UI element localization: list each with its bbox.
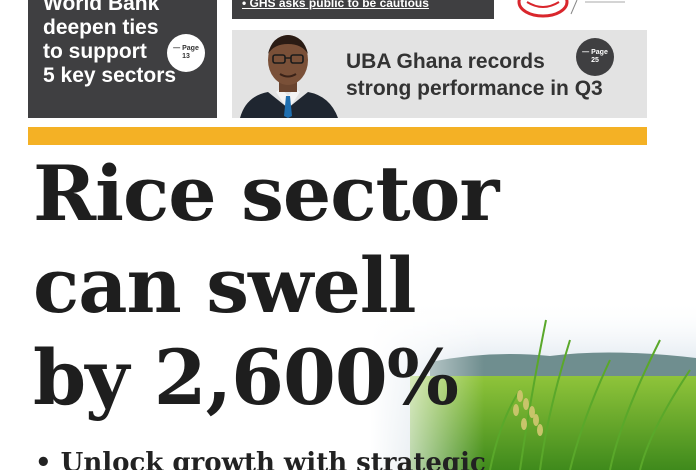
world-bank-teaser[interactable]: World Bank deepen ties to support 5 key … <box>28 0 217 118</box>
world-bank-teaser-text: World Bank deepen ties to support 5 key … <box>43 0 176 88</box>
uba-teaser[interactable]: UBA Ghana records strong performance in … <box>232 30 647 118</box>
page-ref-badge[interactable]: — Page 13 <box>167 34 205 72</box>
headline-line: by 2,600% <box>33 333 459 422</box>
page-ref-label: — Page <box>173 45 199 52</box>
headline-bullet-point: • Unlock growth with strategic <box>35 448 486 470</box>
executive-portrait <box>232 30 344 118</box>
page-ref-number: 13 <box>182 53 190 60</box>
ghs-teaser-link[interactable]: • GHS asks public to be cautious <box>242 0 429 10</box>
teaser-line: World Bank <box>43 0 160 15</box>
ghs-teaser-strip[interactable]: • GHS asks public to be cautious <box>232 0 494 19</box>
uba-teaser-text: UBA Ghana records strong performance in … <box>346 48 603 102</box>
main-headline[interactable]: Rice sector can swell by 2,600% <box>33 148 499 424</box>
headline-line: Rice sector <box>33 149 499 238</box>
section-divider-bar <box>28 127 647 145</box>
teaser-line: to support <box>43 40 147 63</box>
page-ref-badge[interactable]: — Page 25 <box>576 38 614 76</box>
page-ref-label: — Page <box>582 49 608 56</box>
teaser-line: deepen ties <box>43 16 159 39</box>
teaser-line: UBA Ghana records <box>346 50 545 73</box>
page-ref-number: 25 <box>591 57 599 64</box>
teaser-line: strong performance in Q3 <box>346 77 603 100</box>
headline-line: can swell <box>33 241 417 330</box>
teaser-line: 5 key sectors <box>43 64 177 87</box>
rice-field-photo <box>370 300 696 470</box>
newspaper-logo-icon <box>505 0 645 24</box>
